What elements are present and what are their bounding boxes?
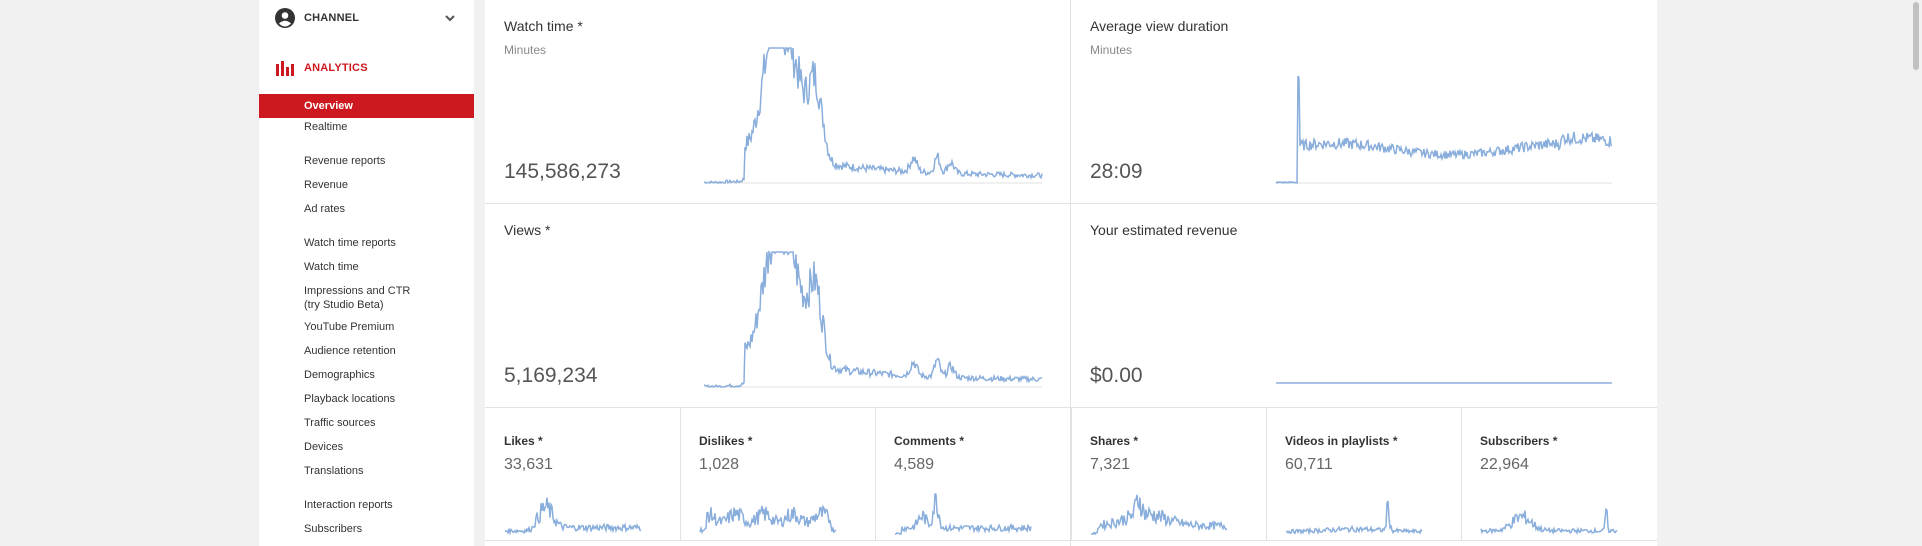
account-circle-icon: [275, 8, 295, 28]
sidebar-item[interactable]: Traffic sources: [304, 417, 376, 429]
sidebar-section-header[interactable]: Watch time reports: [304, 237, 396, 249]
sidebar-item[interactable]: Audience retention: [304, 345, 396, 357]
metric-sparkline: [699, 504, 837, 535]
divider: [1071, 408, 1072, 540]
metric-title: Shares *: [1090, 434, 1139, 448]
chevron-down-icon[interactable]: [444, 12, 456, 24]
card-title: Watch time *: [504, 18, 583, 34]
sparkline-path: [699, 504, 837, 535]
revenue-card[interactable]: Your estimated revenue $0.00: [1071, 204, 1657, 407]
metric-title: Subscribers *: [1480, 434, 1558, 448]
divider: [875, 408, 876, 540]
sidebar-section-header[interactable]: Revenue reports: [304, 155, 386, 167]
metric-value: 22,964: [1480, 456, 1529, 473]
metric-card[interactable]: Dislikes * 1,028: [680, 408, 875, 540]
divider: [1461, 408, 1462, 540]
sidebar-item[interactable]: YouTube Premium: [304, 321, 395, 333]
scrollbar[interactable]: [1910, 0, 1922, 546]
scrollbar-thumb[interactable]: [1913, 2, 1919, 70]
sidebar-item[interactable]: Revenue: [304, 179, 349, 191]
sparkline-path: [895, 493, 1032, 535]
sparkline-path: [703, 47, 1043, 185]
sidebar: CHANNEL ANALYTICS Overview Realtime Revenu…: [259, 0, 474, 546]
metric-sparkline: [1480, 507, 1618, 536]
channel-menu[interactable]: CHANNEL: [259, 6, 474, 30]
analytics-menu[interactable]: ANALYTICS: [259, 56, 474, 80]
channel-label: CHANNEL: [304, 12, 360, 24]
metric-sparkline: [1285, 500, 1423, 536]
metric-card[interactable]: Videos in playlists * 60,711: [1266, 408, 1461, 540]
sidebar-item[interactable]: Impressions and CTR (try Studio Beta): [304, 285, 411, 311]
sparkline-path: [1090, 494, 1228, 536]
sparkline-path: [703, 250, 1043, 389]
sparkline-path: [504, 497, 642, 536]
card-value: $0.00: [1090, 364, 1143, 387]
metric-value: 7,321: [1090, 456, 1131, 473]
watch-time-sparkline: [703, 47, 1043, 185]
metric-sparkline: [895, 493, 1032, 535]
metric-value: 60,711: [1285, 456, 1333, 473]
card-value: 145,586,273: [504, 160, 621, 183]
sidebar-item[interactable]: Demographics: [304, 369, 375, 381]
avg-view-duration-card[interactable]: Average view duration Minutes 28:09: [1071, 0, 1657, 203]
metric-title: Dislikes *: [699, 434, 753, 448]
metric-sparkline: [504, 497, 642, 536]
bar-chart-icon: [276, 61, 294, 76]
sidebar-item[interactable]: Translations: [304, 465, 364, 477]
metric-sparkline: [1090, 494, 1228, 536]
divider: [485, 540, 1657, 541]
divider: [485, 203, 1657, 204]
divider: [485, 407, 1657, 408]
sidebar-item[interactable]: Ad rates: [304, 203, 345, 215]
metric-title: Comments *: [894, 434, 965, 448]
card-title: Your estimated revenue: [1090, 222, 1238, 238]
sidebar-item[interactable]: Playback locations: [304, 393, 396, 405]
metric-title: Videos in playlists *: [1285, 434, 1398, 448]
metric-card[interactable]: Comments * 4,589: [875, 408, 1070, 540]
card-subtitle: Minutes: [1090, 43, 1133, 57]
card-title: Average view duration: [1090, 18, 1229, 34]
main-content: Watch time * Minutes 145,586,273 Average…: [485, 0, 1657, 546]
divider: [680, 408, 681, 540]
sparkline-path: [1480, 507, 1618, 536]
views-sparkline: [703, 250, 1043, 389]
sidebar-item[interactable]: Watch time: [304, 261, 359, 273]
sidebar-item[interactable]: Devices: [304, 441, 344, 453]
revenue-sparkline: [1276, 382, 1612, 384]
views-card[interactable]: Views * 5,169,234: [485, 204, 1070, 407]
card-value: 28:09: [1090, 160, 1143, 183]
sidebar-item[interactable]: Overview: [259, 94, 474, 118]
metric-value: 33,631: [504, 456, 553, 473]
sidebar-item[interactable]: Realtime: [304, 121, 348, 133]
card-title: Views *: [504, 222, 551, 238]
metric-card[interactable]: Shares * 7,321: [1071, 408, 1266, 540]
sidebar-section-header[interactable]: Interaction reports: [304, 499, 393, 511]
card-value: 5,169,234: [504, 364, 598, 387]
divider: [1070, 0, 1071, 546]
metric-value: 1,028: [699, 456, 740, 473]
metric-card[interactable]: Likes * 33,631: [485, 408, 680, 540]
metric-card[interactable]: Subscribers * 22,964: [1461, 408, 1656, 540]
card-subtitle: Minutes: [504, 43, 547, 57]
watch-time-card[interactable]: Watch time * Minutes 145,586,273: [485, 0, 1070, 203]
metric-value: 4,589: [894, 456, 935, 473]
metric-title: Likes *: [504, 434, 543, 448]
avg-view-duration-sparkline: [1275, 75, 1613, 185]
analytics-label: ANALYTICS: [304, 62, 368, 74]
sparkline-path: [1285, 500, 1423, 536]
divider: [1266, 408, 1267, 540]
sparkline-path: [1275, 75, 1613, 185]
sidebar-item[interactable]: Subscribers: [304, 523, 363, 535]
